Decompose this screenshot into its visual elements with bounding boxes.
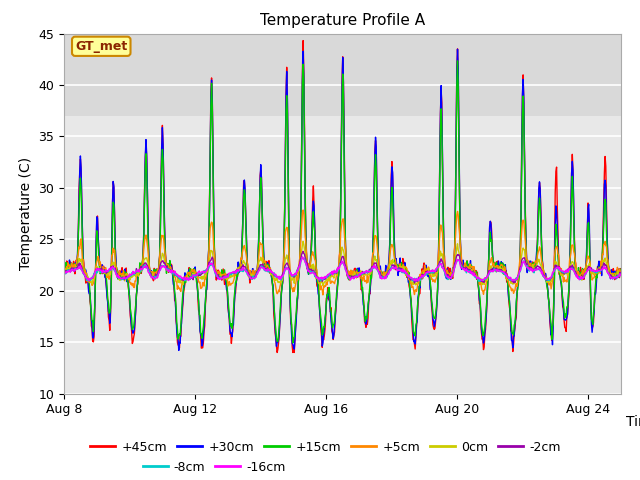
Title: Temperature Profile A: Temperature Profile A <box>260 13 425 28</box>
Text: GT_met: GT_met <box>75 40 127 53</box>
Bar <box>64 34 621 116</box>
Legend: -8cm, -16cm: -8cm, -16cm <box>138 456 291 479</box>
Y-axis label: Temperature (C): Temperature (C) <box>19 157 33 270</box>
Text: Time: Time <box>627 415 640 429</box>
